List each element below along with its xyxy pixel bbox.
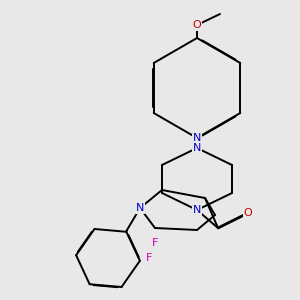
Text: F: F <box>146 253 152 263</box>
Text: F: F <box>152 238 158 248</box>
Text: O: O <box>193 20 201 30</box>
Text: N: N <box>136 203 144 213</box>
Text: O: O <box>244 208 252 218</box>
Text: N: N <box>193 133 201 143</box>
Text: N: N <box>193 143 201 153</box>
Text: N: N <box>193 205 201 215</box>
